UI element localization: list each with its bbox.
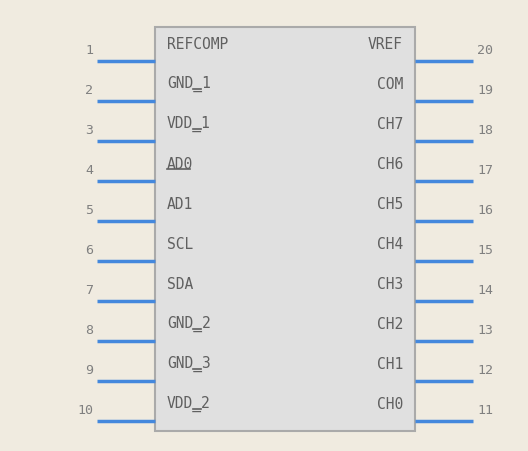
Text: 3: 3 [85,124,93,137]
Bar [155,28,415,431]
Text: CH5: CH5 [377,197,403,212]
Text: COM: COM [377,77,403,92]
Text: 5: 5 [85,203,93,216]
Text: 9: 9 [85,363,93,376]
Text: AD1: AD1 [167,197,193,212]
Text: 8: 8 [85,323,93,336]
Text: VDD_1: VDD_1 [167,115,211,132]
Text: GND_1: GND_1 [167,76,211,92]
Text: 2: 2 [85,84,93,97]
Text: VDD_2: VDD_2 [167,395,211,411]
Text: 14: 14 [477,283,493,296]
Text: GND_3: GND_3 [167,355,211,371]
Text: CH1: CH1 [377,356,403,371]
Text: 20: 20 [477,44,493,57]
Text: AD0: AD0 [167,156,193,172]
Text: 6: 6 [85,244,93,257]
Text: 16: 16 [477,203,493,216]
Text: 13: 13 [477,323,493,336]
Text: 4: 4 [85,164,93,177]
Text: SDA: SDA [167,276,193,291]
Text: VREF: VREF [368,37,403,52]
Text: REFCOMP: REFCOMP [167,37,228,52]
Text: 7: 7 [85,283,93,296]
Text: GND_2: GND_2 [167,315,211,331]
Text: 10: 10 [77,403,93,416]
Text: CH2: CH2 [377,316,403,331]
Text: CH6: CH6 [377,156,403,172]
Text: 12: 12 [477,363,493,376]
Text: 1: 1 [85,44,93,57]
Text: CH0: CH0 [377,396,403,411]
Text: CH4: CH4 [377,236,403,252]
Text: 15: 15 [477,244,493,257]
Text: 17: 17 [477,164,493,177]
Text: 19: 19 [477,84,493,97]
Text: CH3: CH3 [377,276,403,291]
Text: 18: 18 [477,124,493,137]
Text: SCL: SCL [167,236,193,252]
Text: CH7: CH7 [377,117,403,132]
Text: 11: 11 [477,403,493,416]
